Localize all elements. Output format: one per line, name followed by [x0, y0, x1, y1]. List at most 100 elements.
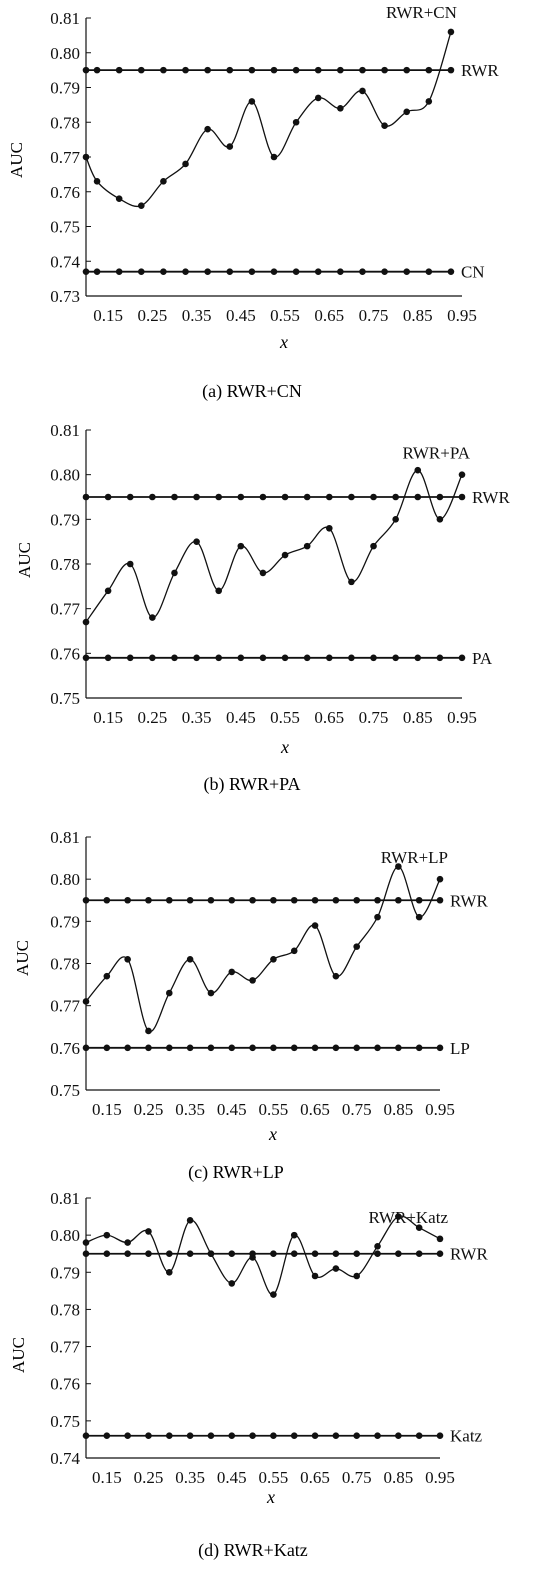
chart-a-series-rwr-point: [137, 66, 145, 74]
chart-b-series-rwr-pa-point: [126, 560, 134, 568]
chart-a-series-rwr-point: [182, 66, 189, 74]
chart-a-x-tick-label: 0.55: [270, 306, 300, 325]
chart-c-series-rwr-point: [165, 896, 173, 904]
chart-c-series-lp-point: [165, 1044, 173, 1052]
chart-d-series-katz-point: [374, 1432, 381, 1440]
chart-b-series-rwr-point: [348, 493, 355, 501]
chart-d-series-label-rwr-katz: RWR+Katz: [369, 1208, 449, 1227]
chart-c-series-rwr-point: [249, 896, 256, 904]
chart-c-series-rwr-lp-point: [124, 955, 131, 963]
chart-b-series-pa-point: [370, 654, 377, 662]
chart-c-series-lp-point: [395, 1044, 402, 1052]
chart-a-series-rwr-point: [381, 66, 388, 74]
chart-d-plot: 0.74 0.75 0.76 0.77 0.78 0.79 0.80 0.81 0.15 0.25…: [50, 1189, 488, 1487]
chart-c-series-lp-point: [374, 1044, 381, 1052]
chart-c-y-tick-label: 0.78: [50, 955, 80, 974]
chart-c-series-rwr-lp-point: [145, 1027, 152, 1035]
chart-a-series-label-rwr-cn: RWR+CN: [386, 3, 457, 22]
chart-a-series-rwr-point: [204, 66, 211, 74]
chart-a-series-rwr-cn-point: [292, 118, 300, 126]
chart-a-series-rwr-cn-point: [137, 202, 145, 209]
chart-b-series-rwr-pa-point: [436, 516, 444, 523]
chart-a-y-tick-label: 0.73: [50, 287, 80, 306]
chart-a-series-rwr-point: [403, 66, 411, 74]
chart-b-series-rwr-pa-point: [215, 587, 223, 595]
chart-d-series-rwr-point: [249, 1250, 256, 1258]
chart-a-y-tick-label: 0.74: [50, 252, 80, 271]
chart-a-series-rwr-point: [115, 66, 123, 74]
chart-b-series-pa-point: [303, 654, 311, 662]
chart-d-series-katz-point: [415, 1432, 423, 1440]
chart-b-series-rwr-pa-point: [325, 524, 333, 532]
chart-a-series-cn-point: [403, 268, 411, 275]
chart-c-y-tick-label: 0.79: [50, 912, 80, 931]
chart-a-series-cn-point: [248, 268, 256, 275]
chart-b-series-rwr-point: [193, 493, 200, 501]
chart-d-series-rwr-point: [353, 1250, 361, 1258]
chart-d-series-katz-point: [228, 1432, 236, 1440]
chart-b-x-tick-label: 0.45: [226, 708, 256, 727]
chart-a-series-rwr-point: [160, 66, 167, 74]
chart-a-x-tick-label: 0.15: [93, 306, 123, 325]
chart-b-series-pa-point: [82, 654, 90, 662]
caption-d: (d) RWR+Katz: [198, 1540, 308, 1561]
chart-d-x-tick-label: 0.25: [134, 1468, 164, 1487]
chart-b-series-rwr-point: [126, 493, 134, 501]
chart-a-y-tick-label: 0.77: [50, 148, 80, 167]
chart-d-series-rwr-point: [395, 1250, 402, 1258]
chart-b-series-rwr-point: [392, 493, 399, 501]
chart-a-series-rwr-cn-line: [85, 31, 452, 208]
chart-b-series-pa-point: [348, 654, 355, 662]
chart-a-series-rwr-cn-point: [204, 125, 211, 133]
chart-c-y-tick-label: 0.77: [50, 997, 80, 1016]
chart-b-series-rwr-point: [414, 493, 422, 501]
chart-c-x-tick-label: 0.25: [134, 1100, 164, 1119]
chart-a-series-cn-point: [337, 268, 344, 275]
chart-a-series-cn-point: [226, 268, 234, 275]
chart-c-series-rwr-point: [290, 896, 298, 904]
chart-d-series-rwr-katz-point: [228, 1280, 236, 1287]
chart-a-series-cn-point: [381, 268, 388, 275]
chart-d-x-tick-label: 0.45: [217, 1468, 247, 1487]
chart-b-series-label-pa: PA: [472, 649, 493, 668]
chart-a-series-rwr-point: [248, 66, 256, 74]
chart-b-series-label-rwr: RWR: [472, 488, 510, 507]
caption-b: (b) RWR+PA: [203, 774, 300, 795]
panel-a: 0.73 0.74 0.75 0.76 0.77 0.78 0.79 0.80 0.81 0.15…: [7, 3, 499, 402]
chart-a-series-cn-point: [292, 268, 300, 275]
chart-a-series-rwr-point: [425, 66, 433, 74]
chart-c-series-lp-point: [249, 1044, 256, 1052]
chart-b-series-rwr-pa-point: [281, 551, 289, 559]
chart-d-series-katz-point: [145, 1432, 152, 1440]
chart-d-y-tick-label: 0.75: [50, 1412, 80, 1431]
chart-b-series-rwr-pa-point: [237, 542, 245, 550]
chart-c-series-rwr-lp-point: [436, 875, 444, 883]
chart-c-series-rwr-lp-point: [249, 977, 256, 984]
chart-b-series-pa-point: [436, 654, 444, 662]
chart-d-series-rwr-katz-point: [374, 1242, 381, 1250]
chart-b-x-tick-label: 0.75: [359, 708, 389, 727]
chart-b-series-rwr-point: [325, 493, 333, 501]
chart-a-y-tick-label: 0.79: [50, 79, 80, 98]
chart-a-series-rwr-point: [93, 66, 101, 74]
chart-a-x-tick-label: 0.65: [314, 306, 344, 325]
chart-b-series-rwr-point: [436, 493, 444, 501]
chart-d-x-tick-label: 0.55: [259, 1468, 289, 1487]
chart-a-plot: 0.73 0.74 0.75 0.76 0.77 0.78 0.79 0.80 0.81 0.15…: [50, 3, 499, 325]
chart-b-series-rwr-point: [82, 493, 90, 501]
chart-b-series-rwr-point: [458, 493, 466, 501]
chart-b-series-pa-point: [414, 654, 422, 662]
chart-a-series-rwr-cn-point: [314, 94, 322, 102]
chart-d-series-rwr-point: [207, 1250, 215, 1258]
chart-b-series-rwr-point: [149, 493, 156, 501]
chart-c-series-rwr-point: [186, 896, 194, 904]
chart-d-series-katz-point: [395, 1432, 402, 1440]
chart-c-series-rwr-point: [207, 896, 215, 904]
chart-a-series-cn-point: [160, 268, 167, 275]
chart-d-series-rwr-point: [436, 1250, 444, 1258]
chart-b-series-pa-point: [215, 654, 223, 662]
chart-d-series-rwr-katz-point: [145, 1228, 152, 1235]
chart-a-series-rwr-point: [359, 66, 366, 74]
chart-c-x-tick-label: 0.45: [217, 1100, 247, 1119]
chart-a-series-rwr-point: [292, 66, 300, 74]
